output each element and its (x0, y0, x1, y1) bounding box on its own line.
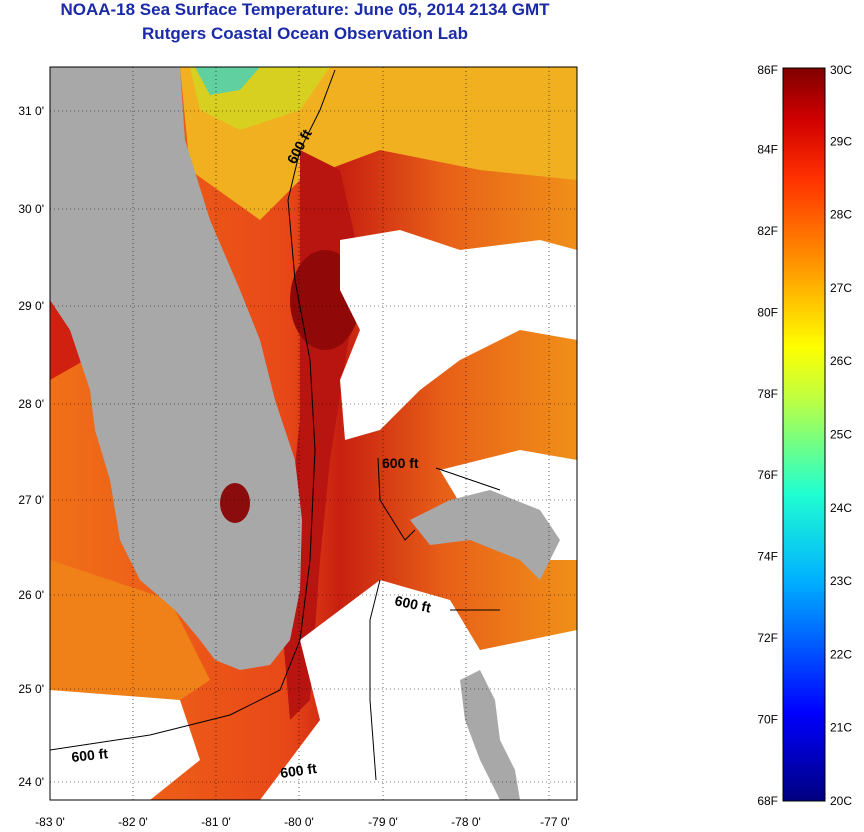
bahamas-grand-bahama (410, 490, 560, 580)
colorbar-celsius-label: 27C (830, 281, 852, 295)
colorbar-fahrenheit-label: 86F (757, 63, 778, 77)
map-subtitle: Rutgers Coastal Ocean Observation Lab (142, 24, 468, 43)
colorbar-fahrenheit-label: 68F (757, 794, 778, 808)
colorbar-celsius-label: 25C (830, 428, 852, 442)
lon-tick: -83 0' (35, 815, 65, 829)
contour-600ft-bahamas-north (377, 457, 416, 541)
lon-tick: -79 0' (368, 815, 398, 829)
colorbar-fahrenheit-label: 80F (757, 305, 778, 319)
lat-tick: 31 0' (18, 104, 44, 118)
colorbar-fahrenheit-label: 70F (757, 713, 778, 727)
colorbar-celsius-label: 20C (830, 794, 852, 808)
lat-tick: 25 0' (18, 682, 44, 696)
lake-okeechobee (220, 483, 250, 523)
colorbar-fahrenheit-label: 76F (757, 468, 778, 482)
bahamas-andros (460, 670, 520, 800)
contour-label: 600 ft (71, 745, 109, 765)
colorbar-celsius-label: 22C (830, 647, 852, 661)
colorbar-celsius-label: 21C (830, 721, 852, 735)
contour-label: 600 ft (393, 592, 432, 615)
colorbar-celsius-label: 28C (830, 208, 852, 222)
lon-tick: -78 0' (451, 815, 481, 829)
map-frame (49, 66, 578, 801)
lat-tick: 26 0' (18, 588, 44, 602)
lon-tick: -81 0' (201, 815, 231, 829)
colorbar-gradient (782, 67, 826, 802)
lon-tick: -82 0' (118, 815, 148, 829)
map-title: NOAA-18 Sea Surface Temperature: June 05… (60, 0, 550, 19)
cloud-cover-keys (50, 690, 200, 800)
colorbar-fahrenheit-label: 74F (757, 550, 778, 564)
lat-tick: 27 0' (18, 493, 44, 507)
lat-tick: 29 0' (18, 299, 44, 313)
contour-label: 600 ft (279, 760, 318, 781)
cloud-cover-east (340, 230, 577, 440)
lon-tick: -80 0' (284, 815, 314, 829)
contour-600ft-florida (50, 69, 336, 751)
colorbar-fahrenheit-label: 84F (757, 142, 778, 156)
cool-water-green (195, 67, 260, 95)
colorbar-celsius-label: 23C (830, 574, 852, 588)
contour-600ft-bahamas-north-east (435, 467, 501, 491)
lat-tick: 30 0' (18, 202, 44, 216)
contour-600ft-andros-west (369, 579, 381, 781)
colorbar-fahrenheit-label: 72F (757, 631, 778, 645)
colorbar-fahrenheit-label: 78F (757, 387, 778, 401)
colorbar-fahrenheit-label: 82F (757, 224, 778, 238)
contour-label: 600 ft (382, 455, 419, 471)
colorbar-celsius-label: 29C (830, 134, 852, 148)
colorbar-celsius-label: 26C (830, 354, 852, 368)
lat-tick: 28 0' (18, 397, 44, 411)
colorbar-celsius-label: 24C (830, 501, 852, 515)
lat-tick: 24 0' (18, 775, 44, 789)
colorbar-celsius-label: 30C (830, 63, 852, 77)
lon-tick: -77 0' (540, 815, 570, 829)
